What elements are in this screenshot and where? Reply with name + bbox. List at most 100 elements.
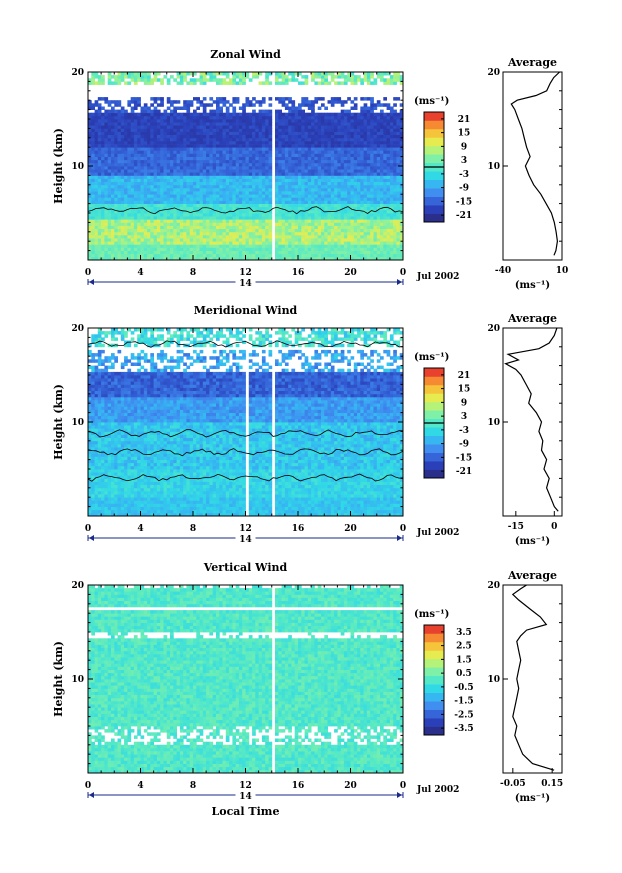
heatmap-cell (373, 169, 378, 173)
heatmap-cell (301, 97, 305, 101)
heatmap-cell (238, 225, 243, 229)
heatmap-cell (94, 175, 99, 179)
heatmap-cell (117, 134, 122, 139)
heatmap-cell (193, 153, 197, 157)
heatmap-cell (363, 256, 368, 261)
heatmap-cell (97, 250, 102, 255)
heatmap-cell (347, 228, 351, 233)
heatmap-cell (307, 162, 312, 167)
heatmap-cell (140, 244, 145, 248)
heatmap-cell (268, 238, 273, 242)
heatmap-cell (298, 225, 302, 229)
heatmap-cell (281, 250, 286, 255)
heatmap-cell (189, 172, 194, 176)
heatmap-cell (196, 112, 200, 117)
heatmap-cell (252, 147, 256, 151)
heatmap-cell (183, 122, 187, 126)
heatmap-cell (170, 238, 174, 242)
heatmap-cell (357, 253, 361, 258)
heatmap-cell (376, 100, 381, 104)
heatmap-cell (107, 213, 112, 217)
heatmap-cell (150, 162, 154, 167)
heatmap-cell (373, 147, 378, 151)
heatmap-cell (327, 169, 332, 173)
heatmap-cell (199, 147, 204, 151)
heatmap-cell (373, 222, 378, 226)
heatmap-cell (137, 166, 141, 170)
heatmap-cell (389, 156, 394, 161)
heatmap-cell (150, 172, 154, 176)
heatmap-cell (389, 241, 394, 245)
heatmap-cell (265, 219, 269, 223)
heatmap-cell (156, 156, 161, 161)
heatmap-cell (202, 115, 207, 120)
heatmap-cell (261, 153, 266, 157)
heatmap-cell (301, 159, 305, 164)
heatmap-cell (360, 234, 364, 239)
heatmap-cell (219, 162, 223, 167)
heatmap-cell (91, 222, 95, 226)
heatmap-cell (291, 134, 296, 139)
heatmap-cell (222, 103, 227, 107)
heatmap-cell (327, 222, 332, 226)
heatmap-cell (117, 194, 122, 198)
heatmap-cell (393, 253, 397, 258)
heatmap-cell (304, 197, 309, 201)
heatmap-cell (366, 231, 371, 236)
heatmap-cell (298, 112, 302, 117)
heatmap-cell (147, 150, 151, 154)
heatmap-cell (238, 203, 243, 208)
heatmap-cell (340, 191, 345, 195)
heatmap-cell (347, 209, 351, 214)
heatmap-cell (225, 256, 230, 261)
heatmap-cell (114, 187, 118, 192)
heatmap-cell (235, 119, 240, 123)
heatmap-cell (255, 225, 259, 229)
heatmap-cell (150, 156, 154, 161)
heatmap-cell (327, 200, 332, 204)
heatmap-cell (357, 178, 361, 182)
heatmap-cell (196, 250, 200, 255)
heatmap-cell (360, 231, 364, 236)
heatmap-cell (202, 166, 207, 170)
heatmap-cell (147, 197, 151, 201)
heatmap-cell (101, 172, 105, 176)
heatmap-cell (396, 194, 401, 198)
heatmap-cell (101, 253, 105, 258)
heatmap-cell (104, 150, 109, 154)
heatmap-cell (281, 115, 286, 120)
heatmap-cell (101, 219, 105, 223)
heatmap-cell (219, 169, 223, 173)
heatmap-cell (94, 75, 99, 79)
heatmap-cell (265, 78, 269, 82)
heatmap-cell (170, 244, 174, 248)
heatmap-cell (235, 122, 240, 126)
heatmap-cell (107, 103, 112, 107)
heatmap-cell (288, 109, 292, 114)
heatmap-cell (380, 253, 384, 258)
heatmap-cell (337, 250, 342, 255)
heatmap-cell (147, 169, 151, 173)
heatmap-cell (111, 100, 115, 104)
heatmap-cell (202, 253, 207, 258)
heatmap-cell (386, 150, 391, 154)
heatmap-cell (284, 194, 289, 198)
heatmap-cell (107, 234, 112, 239)
heatmap-cell (281, 128, 286, 132)
heatmap-cell (380, 144, 384, 148)
heatmap-cell (317, 72, 322, 76)
heatmap-cell (124, 109, 128, 114)
heatmap-cell (216, 140, 220, 145)
heatmap-cell (314, 228, 319, 233)
heatmap-cell (206, 219, 210, 223)
heatmap-cell (137, 228, 141, 233)
heatmap-cell (107, 169, 112, 173)
heatmap-cell (97, 112, 102, 117)
heatmap-cell (216, 256, 220, 261)
heatmap-cell (170, 109, 174, 114)
heatmap-cell (261, 234, 266, 239)
heatmap-cell (360, 225, 364, 229)
heatmap-cell (343, 244, 348, 248)
heatmap-cell (370, 72, 374, 76)
heatmap-cell (127, 137, 132, 142)
